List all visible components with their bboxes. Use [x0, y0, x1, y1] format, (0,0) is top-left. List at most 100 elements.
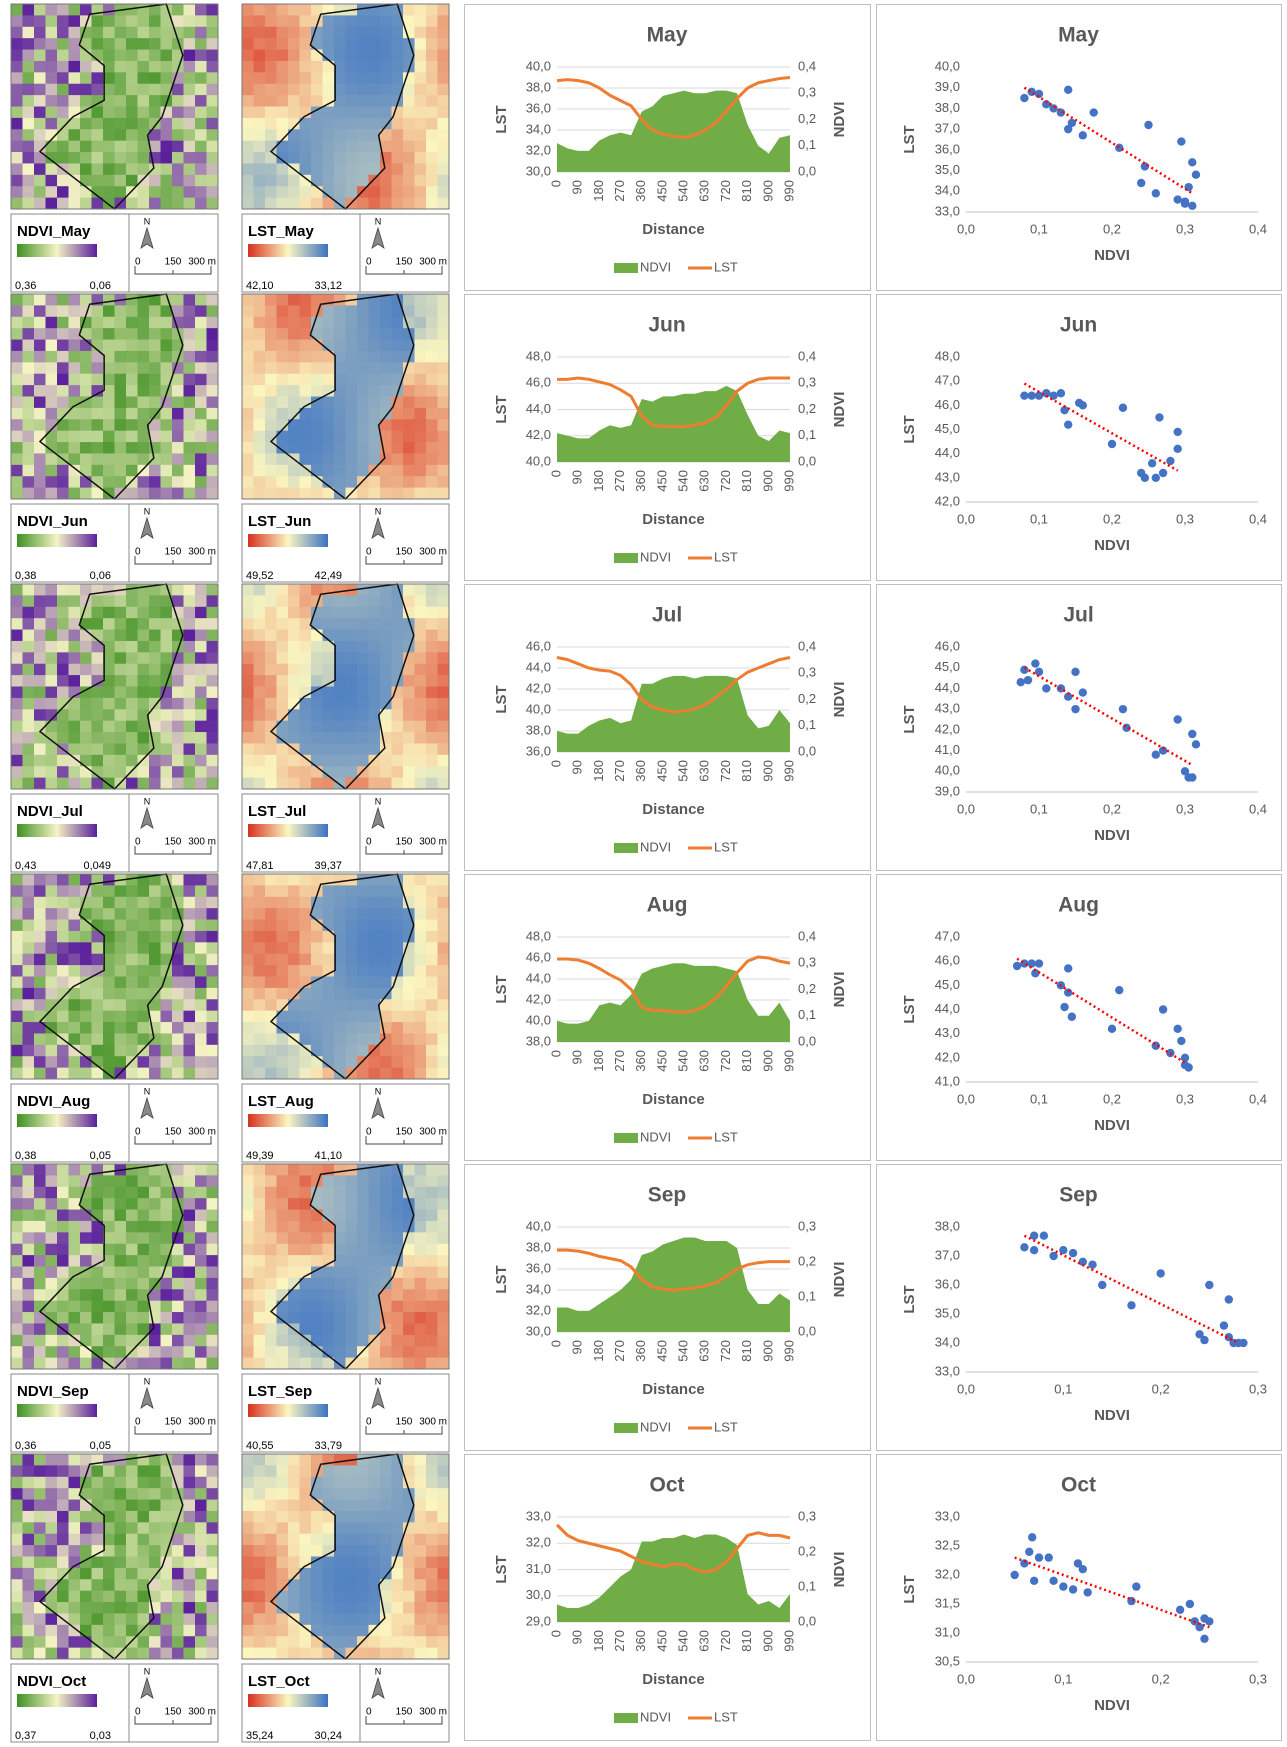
y-tick-label: 45,0 [935, 659, 960, 674]
legend-label: LST [714, 259, 738, 274]
x-tick-label: 0 [548, 1050, 563, 1057]
scale-label: 0 [135, 1707, 141, 1718]
map-panel: NDVI_May0,360,06N0150300 m [11, 4, 219, 292]
scale-label: 150 [396, 1417, 413, 1428]
x-tick-label: 450 [654, 1050, 669, 1072]
map-raster [11, 4, 219, 210]
scatter-point [1017, 678, 1025, 686]
legend-min: 0,05 [90, 1150, 111, 1162]
map-panel: LST_Jun49,5242,49N0150300 m [242, 294, 450, 582]
y-tick-label: 40,0 [526, 453, 551, 468]
y2-axis-title: NDVI [831, 102, 848, 138]
scale-label: 150 [396, 547, 413, 558]
x-axis-title: NDVI [1094, 1117, 1130, 1134]
y-tick-label: 35,0 [935, 162, 960, 177]
y-tick-label: 38,0 [526, 1239, 551, 1254]
x-tick-label: 990 [781, 760, 796, 782]
x-tick-label: 0,0 [957, 801, 975, 816]
x-tick-label: 0,2 [1152, 1381, 1170, 1396]
color-ramp [17, 534, 97, 547]
scatter-point [1020, 959, 1028, 967]
map-raster [242, 874, 450, 1080]
map-title: LST_Aug [248, 1093, 314, 1110]
x-tick-label: 540 [676, 760, 691, 782]
x-axis-title: NDVI [1094, 1407, 1130, 1424]
scatter-point [1060, 1003, 1068, 1011]
x-tick-label: 0,2 [1152, 1671, 1170, 1686]
y-tick-label: 41,0 [935, 742, 960, 757]
north-label: N [144, 1666, 151, 1676]
scatter-point [1186, 1600, 1194, 1608]
scale-label: 0 [366, 1707, 372, 1718]
y-tick-label: 40,0 [935, 58, 960, 73]
scatter-chart: Sep33,034,035,036,037,038,00,00,10,20,3N… [877, 1165, 1282, 1451]
x-tick-label: 0,4 [1249, 221, 1267, 236]
x-tick-label: 810 [739, 470, 754, 492]
x-tick-label: 990 [781, 180, 796, 202]
scatter-point [1030, 1246, 1038, 1254]
scatter-point [1152, 751, 1160, 759]
color-ramp [17, 1404, 97, 1417]
scatter-point [1064, 125, 1072, 133]
y2-tick-label: 0,4 [798, 58, 816, 73]
chart-title: Aug [1058, 894, 1099, 917]
x-tick-label: 810 [739, 180, 754, 202]
x-tick-label: 0,0 [957, 1091, 975, 1106]
scatter-point [1020, 391, 1028, 399]
scale-label: 0 [135, 837, 141, 848]
x-tick-label: 810 [739, 1340, 754, 1362]
x-tick-label: 90 [570, 470, 585, 484]
scatter-point [1181, 200, 1189, 208]
x-tick-label: 720 [718, 470, 733, 492]
scatter-point [1068, 1013, 1076, 1021]
scatter-point [1025, 1548, 1033, 1556]
y-tick-label: 37,0 [935, 121, 960, 136]
scale-label: 0 [135, 257, 141, 268]
scatter-point [1028, 391, 1036, 399]
legend-label: NDVI [640, 259, 671, 274]
map-raster [242, 584, 450, 790]
scatter-point [1035, 90, 1043, 98]
map-title: NDVI_Sep [17, 1383, 89, 1400]
scale-label: 150 [165, 1707, 182, 1718]
scale-label: 0 [366, 547, 372, 558]
y-tick-label: 45,0 [935, 421, 960, 436]
x-axis-title: Distance [642, 221, 705, 238]
scale-label: 0 [366, 257, 372, 268]
scatter-point [1119, 705, 1127, 713]
y2-tick-label: 0,3 [798, 1218, 816, 1233]
scatter-point [1176, 1606, 1184, 1614]
legend-swatch [614, 553, 638, 563]
y2-axis-title: NDVI [831, 392, 848, 428]
scatter-point [1090, 108, 1098, 116]
legend-min: 33,79 [314, 1440, 342, 1452]
map-panel: LST_Jul47,8139,37N0150300 m [242, 584, 450, 872]
scatter-point [1200, 1635, 1208, 1643]
y-tick-label: 46,0 [526, 375, 551, 390]
scale-label: 150 [165, 257, 182, 268]
y-tick-label: 46,0 [935, 638, 960, 653]
x-tick-label: 990 [781, 470, 796, 492]
x-tick-label: 0,2 [1103, 221, 1121, 236]
y-tick-label: 38,0 [935, 1218, 960, 1233]
map-title: LST_Jul [248, 803, 306, 820]
scatter-chart: May33,034,035,036,037,038,039,040,00,00,… [877, 5, 1282, 291]
y-tick-label: 32,5 [935, 1537, 960, 1552]
y2-tick-label: 0,0 [798, 1613, 816, 1628]
map-raster [242, 1454, 450, 1660]
y2-tick-label: 0,1 [798, 1288, 816, 1303]
legend-max: 47,81 [246, 860, 274, 872]
scatter-point [1137, 179, 1145, 187]
scatter-point [1174, 195, 1182, 203]
legend-label: NDVI [640, 1709, 671, 1724]
x-tick-label: 0,4 [1249, 801, 1267, 816]
color-ramp [248, 1404, 328, 1417]
y-tick-label: 42,0 [935, 721, 960, 736]
map-title: LST_Jun [248, 513, 311, 530]
chart-title: May [647, 24, 688, 47]
x-tick-label: 0,3 [1249, 1381, 1267, 1396]
y-tick-label: 43,0 [935, 469, 960, 484]
legend-label: LST [714, 1709, 738, 1724]
map-raster [242, 294, 450, 500]
scatter-point [1028, 1533, 1036, 1541]
